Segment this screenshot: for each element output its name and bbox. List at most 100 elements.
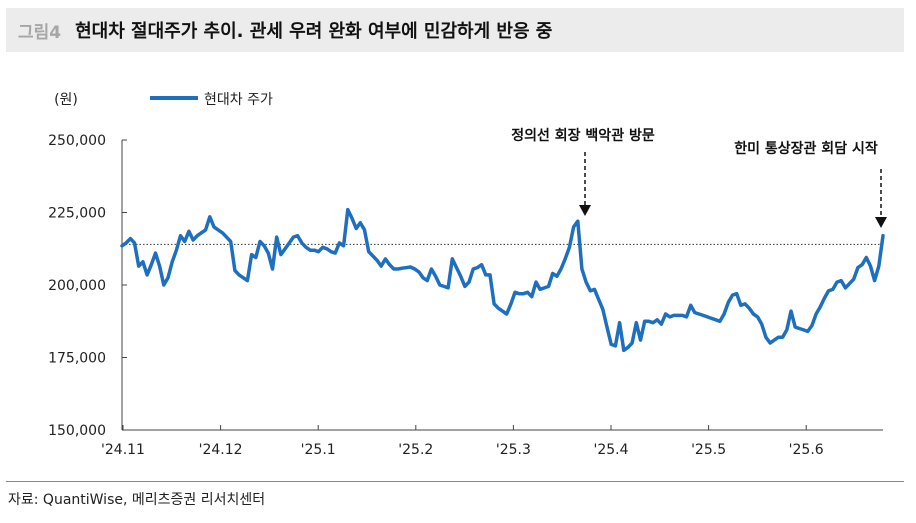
data-point — [790, 310, 792, 312]
data-point — [602, 308, 604, 310]
data-point — [853, 278, 855, 280]
data-point — [740, 304, 742, 306]
annotation-arrowhead-trade-talks — [875, 217, 887, 228]
data-point — [564, 258, 566, 260]
data-point — [305, 246, 307, 248]
data-point — [635, 322, 637, 324]
data-point — [242, 277, 244, 279]
data-point — [376, 259, 378, 261]
data-point — [460, 275, 462, 277]
data-point — [811, 324, 813, 326]
data-point — [221, 232, 223, 234]
data-point — [334, 252, 336, 254]
data-point — [823, 297, 825, 299]
y-tick-label: 175,000 — [48, 351, 106, 367]
data-point — [773, 339, 775, 341]
data-point — [631, 342, 633, 344]
data-point — [250, 253, 252, 255]
data-point — [660, 323, 662, 325]
data-point — [225, 236, 227, 238]
data-point — [397, 268, 399, 270]
data-point — [556, 275, 558, 277]
data-point — [209, 216, 211, 218]
data-point — [560, 268, 562, 270]
x-tick-label: '24.12 — [199, 442, 243, 458]
data-point — [644, 320, 646, 322]
data-point — [439, 284, 441, 286]
data-point — [301, 242, 303, 244]
data-point — [188, 230, 190, 232]
data-point — [405, 266, 407, 268]
data-point — [723, 313, 725, 315]
data-point — [710, 317, 712, 319]
data-point — [476, 266, 478, 268]
data-point — [748, 307, 750, 309]
data-point — [230, 240, 232, 242]
data-point — [288, 242, 290, 244]
footer-divider — [6, 481, 904, 482]
data-point — [761, 323, 763, 325]
data-point — [836, 281, 838, 283]
data-point — [464, 285, 466, 287]
data-point — [664, 313, 666, 315]
data-point — [175, 249, 177, 251]
data-point — [267, 252, 269, 254]
annotation-label-white-house: 정의선 회장 백악관 방문 — [511, 127, 655, 144]
legend-label: 현대차 주가 — [204, 92, 273, 108]
title-bar: 그림4 현대차 절대주가 추이. 관세 우려 완화 여부에 민감하게 반응 중 — [6, 8, 904, 52]
data-point — [572, 226, 574, 228]
data-point — [781, 336, 783, 338]
data-point — [384, 258, 386, 260]
data-point — [234, 269, 236, 271]
data-point — [418, 271, 420, 273]
figure-label: 그림4 — [18, 22, 62, 43]
data-point — [409, 266, 411, 268]
data-point — [347, 208, 349, 210]
data-point — [794, 326, 796, 328]
data-point — [480, 264, 482, 266]
data-point — [510, 303, 512, 305]
data-point — [259, 240, 261, 242]
data-point — [167, 277, 169, 279]
data-point — [652, 322, 654, 324]
data-point — [593, 288, 595, 290]
data-point — [280, 253, 282, 255]
data-point — [368, 251, 370, 253]
data-point — [393, 268, 395, 270]
data-point — [455, 266, 457, 268]
data-point — [506, 313, 508, 315]
data-point — [497, 307, 499, 309]
data-point — [756, 316, 758, 318]
data-point — [430, 268, 432, 270]
data-point — [585, 281, 587, 283]
series-line-hyundai — [120, 207, 885, 353]
data-point — [309, 249, 311, 251]
data-point — [819, 306, 821, 308]
data-point — [857, 266, 859, 268]
data-point — [681, 314, 683, 316]
data-point — [158, 265, 160, 267]
data-point — [869, 265, 871, 267]
data-point — [133, 242, 135, 244]
data-point — [292, 236, 294, 238]
x-tick-label: '25.2 — [398, 442, 433, 458]
y-axis: 150,000 175,000 200,000 225,000 250,000 — [48, 133, 127, 439]
data-point — [414, 268, 416, 270]
data-point — [359, 222, 361, 224]
data-point — [489, 274, 491, 276]
data-point — [125, 242, 127, 244]
data-point — [317, 251, 319, 253]
data-point — [322, 246, 324, 248]
data-point — [618, 322, 620, 324]
data-point — [698, 313, 700, 315]
data-point — [547, 285, 549, 287]
data-point — [179, 235, 181, 237]
data-point — [715, 319, 717, 321]
data-point — [146, 274, 148, 276]
data-point — [451, 258, 453, 260]
data-point — [246, 279, 248, 281]
data-point — [736, 293, 738, 295]
data-point — [129, 237, 131, 239]
data-point — [171, 261, 173, 263]
data-point — [531, 295, 533, 297]
